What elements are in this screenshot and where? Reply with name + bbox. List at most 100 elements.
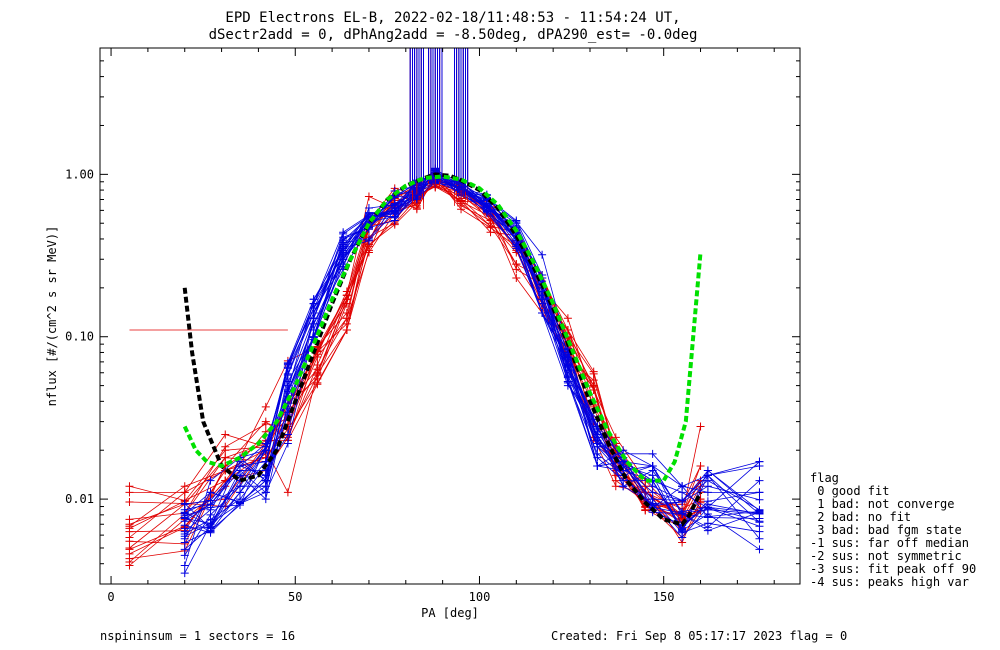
blue-point-15-21 [755,495,764,504]
blue-point-20-1 [206,488,215,497]
x-tick-label: 0 [107,590,114,604]
blue-point-20-21 [755,488,764,497]
red-point-15-3 [261,420,270,429]
blue-point-20-17 [619,476,628,485]
legend-item: -2 sus: not symmetric [810,549,962,563]
red-point-14-5 [313,374,322,383]
legend-title: flag [810,471,839,485]
blue-point-17-6 [339,229,348,238]
blue-series-3 [184,167,760,527]
red-point-4-2 [221,430,230,439]
blue-point-20-14 [538,308,547,317]
legend-item: 1 bad: not converge [810,497,955,511]
data-layer [125,48,764,578]
blue-point-4-21 [755,534,764,543]
black-fit-curve [182,172,703,527]
blue-point-9-19 [678,488,687,497]
red-point-14-6 [342,299,351,308]
blue-point-19-4 [283,364,292,373]
blue-point-18-2 [236,471,244,480]
blue-point-12-0 [180,499,189,508]
blue-series-19 [184,180,760,539]
blue-point-21-21 [755,505,764,514]
legend-item: -4 sus: peaks high var [810,575,969,589]
blue-point-19-21 [755,517,764,526]
red-point-13-20 [696,498,705,507]
blue-point-21-6 [339,240,348,249]
blue-point-20-0 [180,534,189,543]
red-point-8-0 [125,497,134,506]
red-point-15-2 [221,442,230,451]
blue-point-10-16 [593,461,602,470]
red-point-15-6 [342,314,351,323]
blue-point-19-2 [236,488,244,497]
x-tick-label: 100 [469,590,491,604]
blue-point-1-1 [206,476,215,485]
blue-series-16 [184,174,760,532]
blue-series-9 [184,169,760,527]
axes-layer: 0 50 100 150 0.01 0.10 1.00 [65,47,800,604]
footer-right: Created: Fri Sep 8 05:17:17 2023 flag = … [551,629,847,643]
red-point-15-5 [313,353,322,362]
blue-point-11-21 [755,545,764,554]
blue-series-4 [184,182,760,550]
red-series-1 [129,181,701,527]
footer-left: nspininsum = 1 sectors = 16 [100,629,295,643]
red-point-14-13 [512,265,521,274]
red-series-12 [129,187,701,533]
legend-item: 0 good fit [810,484,889,498]
red-point-11-0 [125,537,134,546]
red-point-10-15 [563,314,572,323]
blue-point-17-3 [261,488,270,497]
legend-item: 2 bad: no fit [810,510,911,524]
blue-point-15-2 [236,461,244,470]
red-series-2 [129,178,701,566]
legend-item: 3 bad: bad fgm state [810,523,962,537]
plot-frame [99,47,801,585]
blue-point-21-5 [309,314,318,323]
blue-point-15-7 [364,236,373,245]
red-point-1-20 [696,422,705,431]
x-tick-label: 50 [288,590,302,604]
blue-series-17 [184,181,760,537]
red-point-5-5 [313,360,322,369]
y-tick-label: 0.01 [65,492,94,506]
blue-point-21-20 [703,476,712,485]
red-point-10-0 [125,557,134,566]
x-axis-label: PA [deg] [421,606,479,620]
blue-point-21-15 [563,366,572,375]
chart-title-line1: EPD Electrons EL-B, 2022-02-18/11:48:53 … [225,10,680,26]
blue-point-18-9 [412,194,421,203]
red-point-1-13 [512,273,521,282]
red-point-11-17 [611,476,620,485]
red-series-10 [129,175,701,563]
blue-point-19-15 [563,355,572,364]
blue-point-15-1 [206,496,215,505]
blue-point-0-4 [283,439,292,448]
y-tick-label: 1.00 [65,167,94,181]
green-fit-curve [182,174,703,483]
blue-point-21-18 [648,482,657,491]
blue-series-8 [184,176,760,543]
blue-point-5-0 [180,551,189,560]
red-point-1-7 [364,192,373,201]
blue-point-3-4 [283,430,292,439]
flag-legend: flag 0 good fit 1 bad: not converge 2 ba… [810,471,976,589]
series-group [125,48,764,578]
red-point-15-16 [589,381,598,390]
blue-point-17-20 [703,519,712,528]
blue-point-21-8 [390,212,399,221]
y-tick-label: 0.10 [65,330,94,344]
blue-point-1-0 [180,561,189,570]
blue-point-18-0 [180,524,189,533]
blue-point-17-4 [283,381,292,390]
red-series-5 [129,186,701,544]
red-point-2-3 [261,402,270,411]
blue-point-0-18 [648,449,657,458]
x-tick-label: 150 [653,590,675,604]
blue-point-11-3 [261,495,270,504]
blue-series-12 [184,171,760,530]
chart-title-line2: dSectr2add = 0, dPhAng2add = -8.50deg, d… [209,27,698,43]
blue-series-15 [184,176,760,514]
